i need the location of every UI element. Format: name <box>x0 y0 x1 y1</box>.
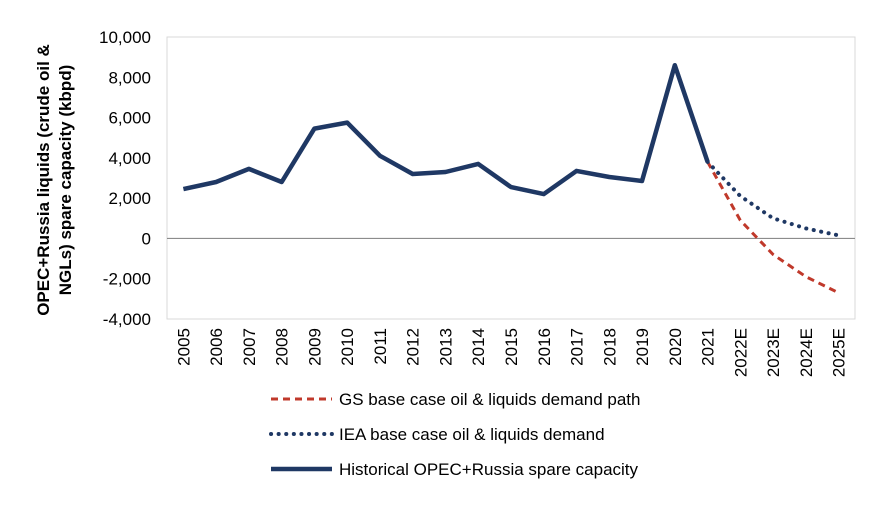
gs-forecast-series-line <box>706 161 840 295</box>
x-tick-label: 2005 <box>174 328 193 366</box>
x-tick-label: 2020 <box>666 328 685 366</box>
x-tick-label: 2014 <box>469 328 488 366</box>
x-tick-label: 2025E <box>830 328 849 377</box>
y-axis-title: NGLs) spare capacity (kbpd) <box>56 65 75 296</box>
historical-series-line <box>182 62 710 197</box>
x-tick-label: 2009 <box>305 328 324 366</box>
x-tick-label: 2024E <box>797 328 816 377</box>
iea-forecast-series-line <box>705 159 841 238</box>
x-tick-label: 2018 <box>600 328 619 366</box>
y-tick-label: 10,000 <box>99 28 151 47</box>
x-tick-label: 2015 <box>502 328 521 366</box>
series-lines <box>182 62 841 295</box>
x-tick-label: 2006 <box>207 328 226 366</box>
x-tick-label: 2010 <box>338 328 357 366</box>
y-tick-label: 6,000 <box>108 109 151 128</box>
x-tick-label: 2022E <box>731 328 750 377</box>
x-axis-ticks: 2005 2006 2007 2008 2009 2010 2011 2012 2013 2014… <box>174 328 848 377</box>
y-axis-title-group: OPEC+Russia liquids (crude oil & NGLs) sp… <box>34 44 75 316</box>
legend-label: IEA base case oil & liquids demand <box>339 425 605 444</box>
x-tick-label: 2019 <box>633 328 652 366</box>
y-tick-label: 2,000 <box>108 189 151 208</box>
x-tick-label: 2017 <box>568 328 587 366</box>
legend: GS base case oil & liquids demand path IE… <box>269 390 640 479</box>
y-tick-label: 4,000 <box>108 149 151 168</box>
legend-label: GS base case oil & liquids demand path <box>339 390 640 409</box>
y-tick-label: -2,000 <box>103 270 151 289</box>
plot-area <box>166 36 856 320</box>
x-tick-label: 2012 <box>404 328 423 366</box>
x-tick-label: 2013 <box>436 328 455 366</box>
x-tick-label: 2008 <box>273 328 292 366</box>
x-tick-label: 2011 <box>371 328 390 365</box>
y-axis-ticks: -4,000 -2,000 0 2,000 4,000 6,000 8,000 10,000 <box>99 28 151 329</box>
y-tick-label: 0 <box>142 229 151 248</box>
x-tick-label: 2023E <box>764 328 783 377</box>
x-tick-label: 2007 <box>240 328 259 366</box>
y-tick-label: 8,000 <box>108 68 151 87</box>
x-tick-label: 2021 <box>699 328 718 366</box>
legend-label: Historical OPEC+Russia spare capacity <box>339 460 639 479</box>
y-axis-title: OPEC+Russia liquids (crude oil & <box>34 44 53 316</box>
y-tick-label: -4,000 <box>103 310 151 329</box>
x-tick-label: 2016 <box>535 328 554 366</box>
